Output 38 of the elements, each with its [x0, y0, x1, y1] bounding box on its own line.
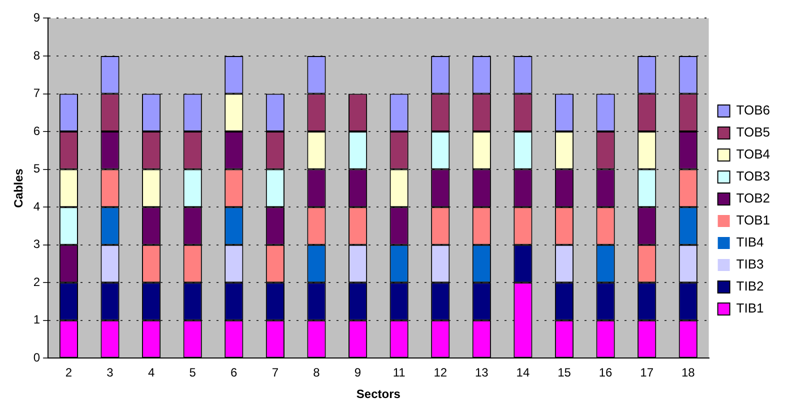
y-tick-label: 7	[33, 86, 40, 100]
legend-label: TOB3	[736, 168, 770, 184]
x-tick-label: 13	[474, 366, 489, 380]
y-tick-label: 9	[33, 10, 40, 25]
x-tick-label: 5	[189, 366, 196, 380]
legend-label: TIB1	[736, 300, 764, 316]
y-tick-label: 5	[33, 162, 40, 176]
x-tick-label: 12	[434, 366, 448, 380]
legend-label: TOB4	[736, 146, 770, 162]
x-axis-title: Sectors	[356, 387, 401, 402]
x-tick-label: 6	[230, 366, 238, 380]
x-tick-label: 16	[598, 366, 613, 380]
y-tick-label: 0	[33, 350, 40, 365]
x-tick-label: 8	[313, 366, 320, 380]
x-tick-label: 4	[148, 366, 155, 380]
y-tick-label: 2	[33, 274, 40, 289]
legend-label: TIB3	[736, 256, 764, 272]
y-tick-label: 1	[33, 312, 40, 327]
y-tick-label: 4	[33, 199, 40, 214]
x-tick-label: 11	[392, 366, 406, 380]
y-tick-label: 3	[33, 237, 40, 252]
legend-label: TIB2	[736, 278, 764, 294]
x-tick-label: 3	[106, 366, 114, 380]
x-tick-label: 7	[272, 366, 279, 380]
y-tick-label: 6	[33, 124, 40, 138]
legend-label: TOB2	[736, 190, 770, 206]
x-tick-label: 2	[65, 366, 72, 380]
legend-label: TOB1	[736, 212, 770, 228]
x-tick-label: 18	[681, 366, 696, 380]
legend-label: TOB6	[736, 102, 770, 118]
y-tick-label: 8	[33, 48, 40, 62]
y-axis-title: Cables	[12, 168, 26, 208]
x-tick-label: 17	[640, 366, 654, 380]
x-tick-label: 15	[558, 366, 572, 380]
legend-label: TOB5	[736, 124, 770, 140]
x-tick-label: 9	[354, 366, 362, 380]
legend-label: TIB4	[736, 234, 764, 250]
x-tick-label: 14	[516, 366, 530, 380]
